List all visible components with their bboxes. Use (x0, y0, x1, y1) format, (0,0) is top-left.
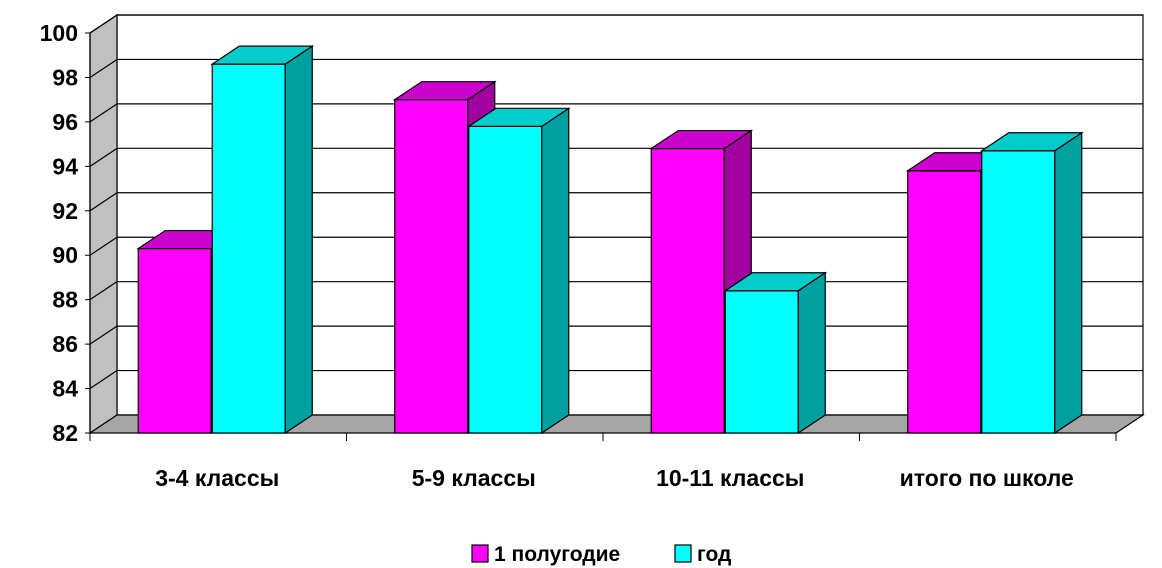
bar-side (1054, 131, 1083, 435)
x-category-label: 10-11 классы (656, 465, 804, 491)
gridline-side (89, 370, 118, 390)
legend-swatch (674, 544, 692, 563)
gridline-side (89, 192, 118, 212)
y-tick-label: 84 (52, 376, 78, 402)
y-tick-label: 88 (52, 287, 78, 313)
bar-front (394, 99, 469, 434)
x-category-label: 3-4 классы (155, 465, 279, 491)
gridline-side (89, 103, 118, 123)
bar-top (979, 132, 1084, 152)
y-tick-label: 86 (52, 331, 78, 357)
x-axis-category-labels: 3-4 классы 5-9 классы 10-11 классы итого по… (155, 465, 1074, 491)
legend: 1 полугодие год (471, 543, 731, 566)
x-category-label: итого по школе (900, 465, 1074, 491)
y-tick-label: 94 (52, 153, 78, 179)
bar-top (210, 45, 315, 65)
gridline-side (89, 14, 118, 34)
gridline-side (89, 236, 118, 256)
y-tick-label: 82 (52, 420, 78, 446)
gridline-side (89, 325, 118, 345)
legend-item: 1 полугодие (471, 543, 620, 566)
bar (466, 107, 571, 435)
bar-side (541, 107, 570, 435)
bar-side (284, 44, 313, 435)
y-tick-label: 92 (52, 198, 78, 224)
bar (979, 131, 1084, 435)
bar-top (392, 81, 497, 101)
y-tick-label: 98 (52, 64, 78, 90)
bars (136, 44, 1084, 435)
gridline-side (89, 281, 118, 301)
bar-front (468, 125, 543, 434)
gridline-side (89, 147, 118, 167)
y-axis-tick-labels: 82 84 86 88 90 92 94 96 98 100 (40, 20, 79, 446)
bar (723, 271, 828, 435)
legend-item: год (674, 543, 731, 566)
bar-top (649, 129, 754, 150)
y-tick-label: 100 (40, 20, 78, 46)
bar-front (650, 147, 725, 434)
bar-front (907, 170, 982, 434)
bar-front (724, 290, 799, 434)
bar-side (797, 271, 826, 435)
legend-label: год (697, 543, 731, 566)
bar-front (981, 150, 1056, 434)
bar-front (211, 63, 286, 434)
side-wall (89, 13, 118, 435)
bar (210, 44, 315, 435)
legend-swatch (471, 544, 489, 563)
x-category-label: 5-9 классы (412, 465, 536, 491)
y-tick-label: 96 (52, 109, 78, 135)
bar-front (137, 247, 212, 434)
y-tick-label: 90 (52, 242, 78, 268)
bar-top (466, 107, 571, 127)
legend-label: 1 полугодие (494, 543, 620, 566)
bar-top (723, 272, 828, 292)
gridline-side (89, 58, 118, 78)
